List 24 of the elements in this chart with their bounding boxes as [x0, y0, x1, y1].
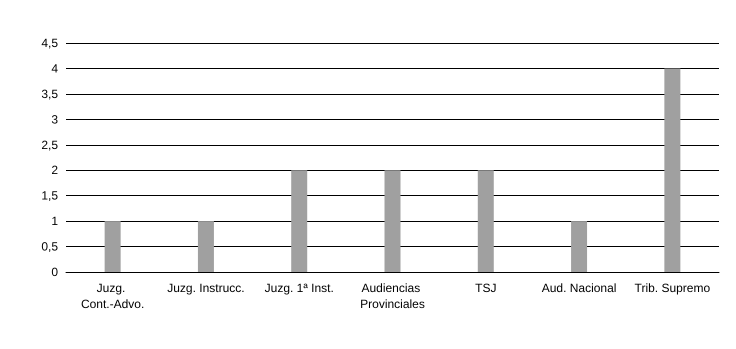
- x-tick-label: Audiencias Provinciales: [360, 281, 425, 311]
- y-tick-label: 2: [51, 163, 58, 178]
- x-tick-label: Trib. Supremo: [634, 281, 710, 295]
- bar: [198, 221, 214, 272]
- y-tick-label: 3,5: [41, 86, 58, 101]
- y-tick-label: 1,5: [41, 188, 58, 203]
- y-tick-label: 3: [51, 112, 58, 126]
- x-tick-label: Aud. Nacional: [542, 281, 616, 295]
- y-tick-label: 0: [51, 265, 58, 279]
- bar: [291, 170, 308, 272]
- y-tick-label: 4: [51, 61, 58, 76]
- bar: [664, 68, 680, 272]
- bar: [104, 221, 121, 272]
- y-tick-label: 0,5: [41, 240, 58, 254]
- x-tick-label: TSJ: [475, 281, 496, 295]
- y-tick-label: 2,5: [41, 138, 58, 152]
- y-tick-label: 4,5: [41, 36, 58, 50]
- bar: [478, 170, 494, 272]
- bar: [571, 221, 588, 272]
- y-tick-label: 1: [51, 214, 58, 228]
- bar: [384, 170, 400, 272]
- x-tick-label: Juzg. Instrucc.: [167, 281, 245, 295]
- x-tick-label: Juzg. 1ª Inst.: [264, 281, 334, 295]
- x-tick-label: Juzg. Cont.-Advo.: [80, 281, 144, 311]
